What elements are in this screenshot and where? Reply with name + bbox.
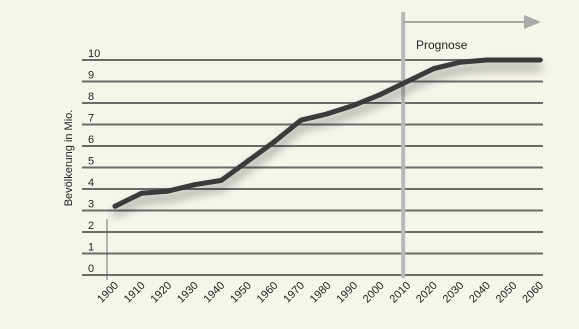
data-point-1960 [271,139,277,145]
y-tick-label-9: 9 [88,70,94,82]
y-tick-label-4: 4 [88,177,94,189]
y-tick-label-0: 0 [88,263,94,275]
y-axis-title: Bevölkerung in Mio. [63,110,75,207]
y-tick-label-7: 7 [88,113,94,125]
x-tick-labels: 1900 1910 1920 1930 1940 1950 1960 1970 1980 1990… [95,280,546,306]
x-tick-label-1940: 1940 [202,280,228,306]
data-point-2050 [510,57,516,63]
data-point-1910 [139,190,145,196]
x-tick-label-2000: 2000 [361,280,387,306]
data-point-2040 [484,57,490,63]
x-tick-label-1930: 1930 [175,280,201,306]
data-point-2030 [457,59,463,65]
data-point-1990 [351,102,357,108]
x-tick-label-1980: 1980 [308,280,334,306]
forecast-divider [401,12,541,278]
x-tick-label-1900: 1900 [95,280,121,306]
data-point-1920 [165,188,171,194]
x-tick-label-1920: 1920 [148,280,174,306]
x-tick-label-1970: 1970 [281,280,307,306]
data-point-2060 [537,57,543,63]
data-point-1900 [112,203,118,209]
y-tick-label-5: 5 [88,156,94,168]
y-tick-label-1: 1 [88,242,94,254]
data-point-1940 [218,177,224,183]
x-tick-label-2050: 2050 [494,280,520,306]
series-layer [112,57,543,209]
data-point-1970 [298,117,304,123]
data-point-2000 [378,91,384,97]
x-tick-label-1950: 1950 [228,280,254,306]
grid-lines [82,59,543,280]
forecast-arrow-head [524,15,541,29]
y-tick-label-6: 6 [88,134,94,146]
x-tick-label-2060: 2060 [520,280,546,306]
data-point-1980 [325,111,330,117]
x-tick-label-1960: 1960 [255,280,281,306]
x-tick-label-2020: 2020 [414,280,440,306]
data-point-1930 [192,182,198,188]
y-tick-labels: 0 1 2 3 4 5 6 7 8 9 10 [88,48,100,275]
y-tick-label-3: 3 [88,199,94,211]
x-tick-label-1910: 1910 [122,280,148,306]
y-tick-label-10: 10 [88,48,100,60]
x-tick-label-2030: 2030 [441,280,467,306]
prognose-label: Prognose [416,38,468,52]
y-tick-label-8: 8 [88,91,94,103]
x-tick-label-1990: 1990 [334,280,360,306]
x-tick-label-2010: 2010 [388,280,414,306]
y-tick-label-2: 2 [88,220,94,232]
x-tick-label-2040: 2040 [467,280,493,306]
data-point-2010 [404,79,410,84]
data-point-2020 [431,66,437,72]
data-point-1950 [245,158,251,164]
